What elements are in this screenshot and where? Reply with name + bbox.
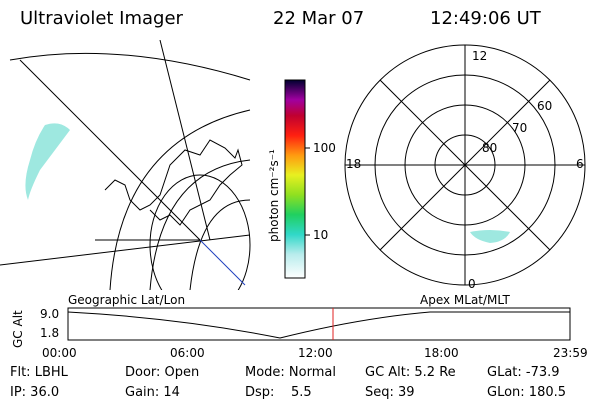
time: 12:49:06 UT: [430, 8, 542, 29]
info-field: IP: 36.0: [10, 385, 59, 400]
mlt-label: 6: [576, 157, 584, 171]
x-tick-label: 12:00: [298, 346, 333, 360]
x-tick-label: 06:00: [170, 346, 205, 360]
info-field: GLon: 180.5: [487, 385, 566, 400]
info-field: Seq: 39: [365, 385, 415, 400]
date: 22 Mar 07: [273, 8, 364, 29]
altitude-curve: [67, 311, 570, 339]
info-field: Door: Open: [125, 365, 199, 380]
timeline-title: Apex MLat/MLT: [420, 293, 510, 307]
colorbar-tick-label: 100: [313, 141, 336, 155]
mlt-label: 0: [468, 277, 476, 291]
info-field: Flt: LBHL: [10, 365, 69, 380]
map-grid: [0, 40, 251, 266]
x-tick-label: 00:00: [42, 346, 77, 360]
info-field: GC Alt: 5.2 Re: [365, 365, 456, 380]
info-panel: Flt: LBHL Door: Open Mode: Normal GC Alt: 5…: [10, 365, 566, 400]
colorbar: [284, 79, 306, 279]
lat-label: 60: [537, 99, 552, 113]
map-line: [199, 239, 246, 286]
colorbar-tick-label: 10: [313, 228, 328, 242]
mlt-label: 18: [346, 157, 361, 171]
coastline: [104, 139, 243, 226]
title: Ultraviolet Imager: [20, 8, 184, 29]
polar-plot: 12 0 18 6 80 70 60: [344, 44, 586, 291]
axis-label: GC Alt: [11, 310, 25, 348]
timeline-frame: [67, 307, 571, 341]
y-tick-label: 9.0: [40, 307, 59, 321]
info-field: Gain: 14: [125, 385, 180, 400]
timeline-title: Geographic Lat/Lon: [68, 293, 185, 307]
x-tick-label: 18:00: [424, 346, 459, 360]
colorbar-label: photon cm⁻²s⁻¹: [267, 149, 281, 242]
lat-label: 70: [512, 121, 527, 135]
map-grid: [9, 52, 251, 290]
lat-label: 80: [482, 141, 497, 155]
aurora: [25, 123, 70, 200]
map-circle: [149, 174, 251, 290]
info-field: Mode: Normal: [245, 365, 336, 380]
polar-spokes: [345, 45, 585, 285]
info-field: GLat: -73.9: [487, 365, 560, 380]
mlt-label: 12: [472, 49, 487, 63]
aurora: [470, 230, 510, 243]
geographic-map: [0, 40, 251, 290]
y-tick-label: 1.8: [40, 326, 59, 340]
x-tick-label: 23:59: [553, 346, 588, 360]
info-field: Dsp: 5.5: [245, 385, 312, 400]
